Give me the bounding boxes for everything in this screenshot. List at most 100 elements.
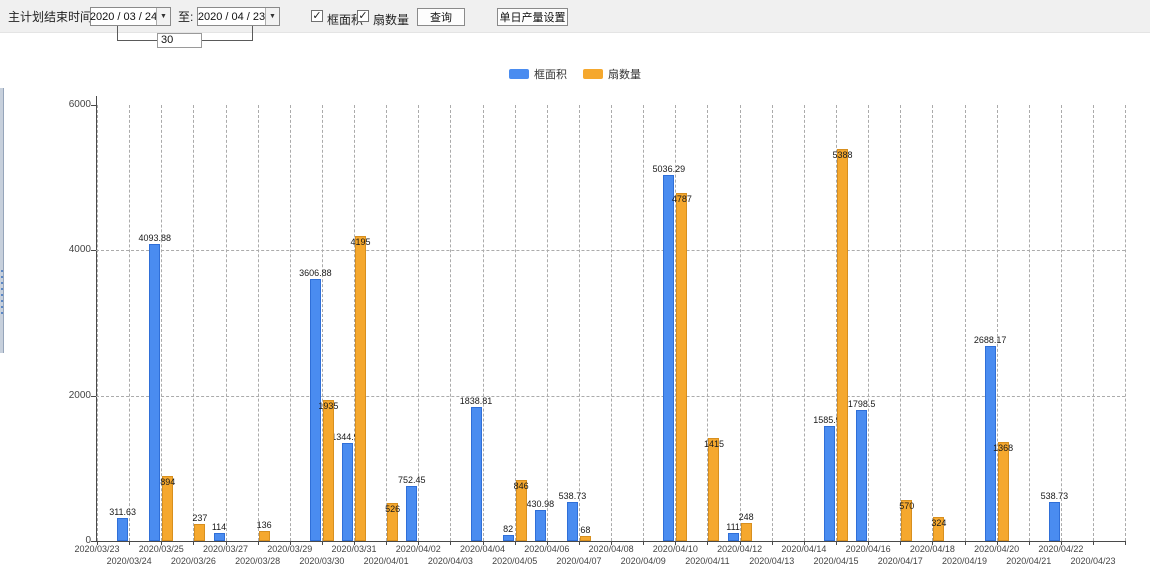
x-tickmark bbox=[611, 541, 613, 545]
x-tick-label: 2020/04/07 bbox=[556, 556, 602, 566]
bar bbox=[502, 535, 514, 541]
legend-label: 扇数量 bbox=[608, 69, 641, 81]
bar-value-label: 4195 bbox=[350, 237, 371, 248]
y-tick-label: 0 bbox=[85, 535, 91, 546]
daily-output-settings-button[interactable]: 单日产量设置 bbox=[497, 8, 568, 26]
x-tick-label: 2020/03/25 bbox=[138, 544, 184, 554]
x-tickmark bbox=[450, 541, 452, 545]
v-gridline bbox=[803, 105, 805, 541]
h-gridline bbox=[96, 395, 1125, 397]
y-tickmark bbox=[91, 250, 96, 252]
v-gridline bbox=[932, 105, 934, 541]
bar bbox=[836, 149, 848, 541]
x-tickmark bbox=[161, 541, 163, 545]
bar bbox=[162, 476, 174, 541]
v-gridline bbox=[739, 105, 741, 541]
y-tickmark bbox=[91, 541, 96, 542]
v-gridline bbox=[97, 105, 98, 541]
bar bbox=[355, 236, 367, 541]
x-tick-label: 2020/04/01 bbox=[363, 556, 409, 566]
date-to-picker[interactable]: 2020 / 04 / 23 ▼ bbox=[197, 7, 280, 26]
v-gridline bbox=[675, 105, 677, 541]
x-tick-label: 2020/04/05 bbox=[492, 556, 538, 566]
legend-swatch-orange bbox=[583, 69, 603, 79]
x-tickmark bbox=[835, 541, 837, 545]
checkbox-sash-count-label: 扇数量 bbox=[373, 13, 410, 27]
x-tickmark bbox=[546, 541, 548, 545]
x-tickmark bbox=[1093, 541, 1095, 545]
bracket-line bbox=[117, 26, 118, 41]
bar bbox=[387, 502, 399, 541]
x-tickmark bbox=[803, 541, 805, 545]
bar bbox=[534, 509, 546, 541]
chevron-down-icon[interactable]: ▼ bbox=[156, 8, 170, 25]
v-gridline bbox=[289, 105, 291, 541]
left-splitter[interactable] bbox=[0, 88, 4, 353]
bracket-line bbox=[117, 40, 157, 41]
bar bbox=[663, 175, 675, 541]
query-button[interactable]: 查询 bbox=[417, 8, 465, 26]
v-gridline bbox=[418, 105, 420, 541]
legend-item-sash-count: 扇数量 bbox=[583, 66, 641, 82]
bracket-line bbox=[252, 26, 253, 41]
checkbox-sash-count[interactable]: ✓ bbox=[357, 10, 369, 22]
v-gridline bbox=[1093, 105, 1095, 541]
x-tickmark bbox=[386, 541, 388, 545]
bar-value-label: 111 bbox=[726, 521, 740, 532]
bar bbox=[149, 243, 161, 541]
to-label: 至: bbox=[178, 10, 194, 24]
days-count-input[interactable]: 30 bbox=[157, 33, 202, 48]
x-tickmark bbox=[514, 541, 516, 545]
chevron-down-icon[interactable]: ▼ bbox=[265, 8, 279, 25]
bar-value-label: 3606.88 bbox=[299, 267, 332, 278]
bar bbox=[515, 479, 527, 541]
x-tick-label: 2020/04/17 bbox=[877, 556, 923, 566]
bar-value-label: 570 bbox=[899, 500, 915, 511]
v-gridline bbox=[707, 105, 709, 541]
bar bbox=[579, 536, 591, 541]
v-gridline bbox=[964, 105, 966, 541]
x-tickmark bbox=[1125, 541, 1126, 545]
bar bbox=[213, 532, 225, 541]
date-from-value: 2020 / 03 / 24 bbox=[89, 10, 158, 23]
bar bbox=[117, 518, 129, 541]
checkbox-frame-area[interactable]: ✓ bbox=[311, 10, 323, 22]
x-tickmark bbox=[193, 541, 195, 545]
y-tickmark bbox=[91, 395, 96, 397]
bar-value-label: 5036.29 bbox=[652, 164, 686, 175]
v-gridline bbox=[321, 105, 323, 541]
bar bbox=[823, 425, 835, 541]
y-tickmark bbox=[91, 105, 96, 106]
v-gridline bbox=[514, 105, 516, 541]
v-gridline bbox=[1060, 105, 1062, 541]
bar bbox=[470, 407, 482, 541]
v-gridline bbox=[1125, 105, 1126, 541]
bar bbox=[727, 532, 739, 541]
bar bbox=[740, 522, 752, 541]
chart-legend: 框面积 扇数量 bbox=[0, 66, 1150, 82]
x-tickmark bbox=[578, 541, 580, 545]
date-from-picker[interactable]: 2020 / 03 / 24 ▼ bbox=[90, 7, 171, 26]
x-tick-label: 2020/03/29 bbox=[267, 544, 313, 554]
x-tick-label: 2020/04/08 bbox=[588, 544, 634, 554]
v-gridline bbox=[1028, 105, 1030, 541]
bar bbox=[997, 441, 1009, 541]
bar bbox=[309, 278, 321, 541]
v-gridline bbox=[129, 105, 131, 541]
bar bbox=[194, 523, 206, 541]
bar bbox=[1048, 501, 1060, 541]
bar-value-label: 1368 bbox=[993, 442, 1014, 453]
x-tickmark bbox=[354, 541, 356, 545]
x-tickmark bbox=[964, 541, 966, 545]
x-tick-label: 2020/04/12 bbox=[717, 544, 763, 554]
v-gridline bbox=[450, 105, 452, 541]
x-tick-label: 2020/04/16 bbox=[845, 544, 891, 554]
y-tick-label: 6000 bbox=[68, 99, 91, 110]
bar-value-label: 538.73 bbox=[558, 490, 587, 501]
bar bbox=[856, 410, 868, 541]
v-gridline bbox=[771, 105, 773, 541]
x-tickmark bbox=[868, 541, 870, 545]
bar-value-label: 894 bbox=[160, 477, 176, 488]
y-tick-label: 2000 bbox=[68, 389, 91, 401]
y-axis bbox=[96, 96, 97, 541]
